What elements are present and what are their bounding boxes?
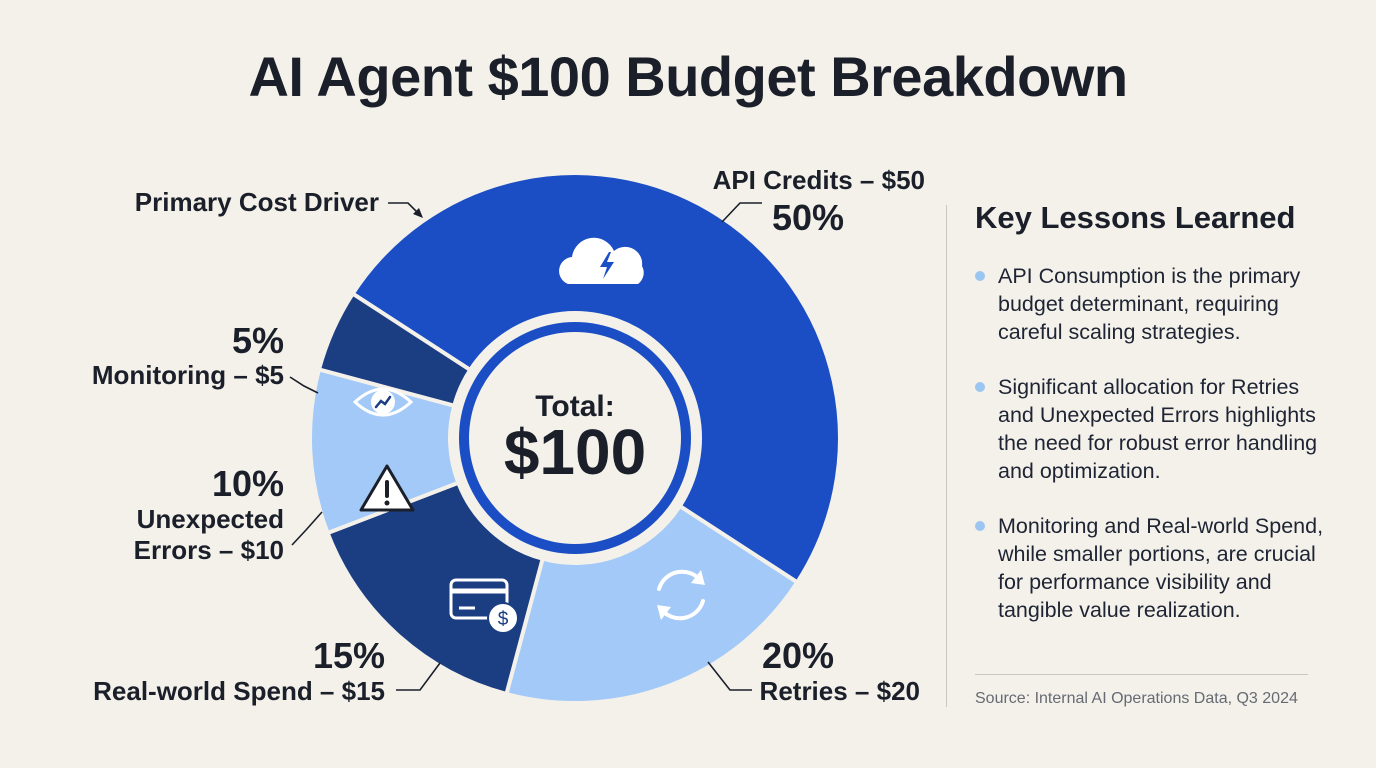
leader-line — [721, 202, 762, 223]
leader-line — [291, 511, 323, 546]
lesson-item: Monitoring and Real-world Spend, while s… — [975, 512, 1325, 624]
slice-label: Monitoring – $5 — [92, 360, 284, 390]
lessons-title: Key Lessons Learned — [975, 200, 1296, 235]
lesson-text: API Consumption is the primary budget de… — [998, 264, 1301, 344]
center-value: $100 — [504, 416, 646, 488]
slice-percent: 15% — [313, 635, 385, 676]
card-outline — [449, 578, 509, 620]
slice-percent: 5% — [232, 320, 284, 361]
pie-slice — [325, 480, 545, 696]
leader-line — [289, 376, 319, 394]
bullet-dot — [975, 521, 985, 531]
pie-slice — [350, 171, 842, 585]
eye-outline — [352, 387, 414, 417]
bullet-dot — [975, 382, 985, 392]
lesson-text: Monitoring and Real-world Spend, while s… — [998, 514, 1324, 622]
center-label: Total: — [535, 390, 614, 423]
leader-line — [707, 661, 752, 691]
annotation-label: Primary Cost Driver — [135, 187, 379, 217]
refresh-icon — [657, 569, 705, 621]
lesson-item: Significant allocation for Retries and U… — [975, 373, 1325, 485]
slice-percent: 20% — [762, 635, 834, 676]
eye-chart-icon — [352, 387, 414, 417]
vertical-divider — [946, 205, 947, 707]
refresh-arrow-bottom — [657, 605, 671, 620]
dollar-sign: $ — [498, 609, 509, 630]
lesson-text: Significant allocation for Retries and U… — [998, 375, 1318, 483]
slice-percent: 10% — [212, 463, 284, 504]
annotation-arrowhead — [413, 208, 423, 218]
eye-trend — [374, 395, 392, 409]
dollar-coin — [487, 602, 519, 634]
lessons-list: API Consumption is the primary budget de… — [975, 262, 1325, 651]
chart-title: AI Agent $100 Budget Breakdown — [248, 45, 1128, 108]
credit-card-dollar-icon: $ — [449, 578, 519, 634]
cloud-shape — [559, 237, 644, 284]
warning-icon — [359, 464, 415, 512]
pie-slice — [504, 504, 800, 705]
bullet-dot — [975, 271, 985, 281]
center-disc — [469, 332, 681, 544]
slice-percent: 50% — [772, 197, 844, 238]
refresh-arrow-top — [691, 570, 705, 585]
pie-slice — [317, 291, 473, 408]
warning-dot — [384, 500, 390, 506]
leader-line — [396, 662, 441, 691]
lightning-shape — [600, 252, 614, 279]
cloud-lightning-icon — [559, 237, 644, 284]
source-divider — [975, 674, 1308, 675]
slice-label: Real-world Spend – $15 — [93, 676, 385, 706]
slice-label: Unexpected — [137, 504, 284, 534]
slice-label: Errors – $10 — [134, 535, 284, 565]
slice-label: API Credits – $50 — [713, 165, 925, 195]
source-note: Source: Internal AI Operations Data, Q3 … — [975, 690, 1298, 707]
slice-label: Retries – $20 — [760, 676, 920, 706]
lesson-item: API Consumption is the primary budget de… — [975, 262, 1325, 346]
